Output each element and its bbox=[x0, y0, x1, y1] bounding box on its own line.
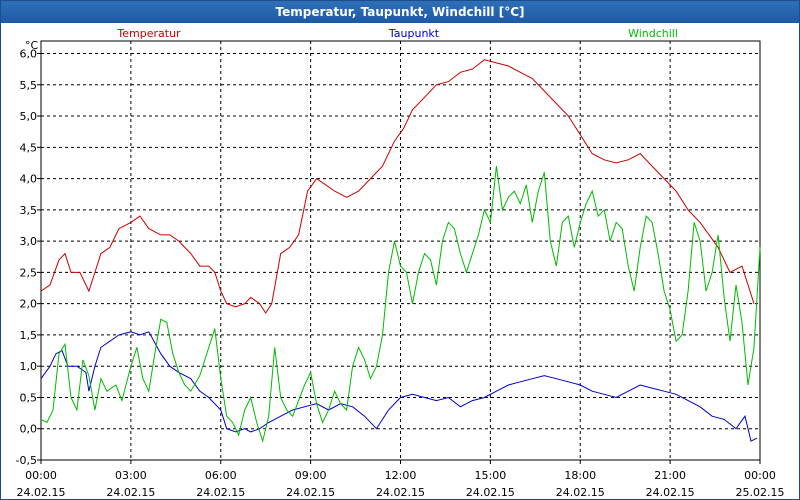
x-tick-date: 24.02.15 bbox=[466, 486, 515, 499]
x-tick-date: 24.02.15 bbox=[286, 486, 335, 499]
axes bbox=[37, 40, 761, 464]
y-tick-label: 2,0 bbox=[20, 298, 38, 311]
x-tick-time: 00:00 bbox=[744, 469, 776, 482]
x-tick-time: 00:00 bbox=[25, 469, 57, 482]
window-title: Temperatur, Taupunkt, Windchill [°C] bbox=[1, 1, 799, 23]
y-tick-labels: -0,5 0,0 0,5 1,0 1,5 2,0 2,5 3,0 3,5 4,0 4,5 5,0 5,5… bbox=[16, 48, 37, 467]
legend-temperatur: Temperatur bbox=[116, 27, 181, 40]
x-tick-date: 24.02.15 bbox=[376, 486, 425, 499]
y-tick-label: 6,0 bbox=[20, 48, 38, 61]
x-tick-date: 24.02.15 bbox=[17, 486, 66, 499]
y-tick-label: 4,0 bbox=[20, 173, 38, 186]
series-line-windchill bbox=[40, 166, 761, 444]
x-tick-time: 15:00 bbox=[475, 469, 507, 482]
x-tick-time: 03:00 bbox=[115, 469, 147, 482]
legend: Temperatur Taupunkt Windchill bbox=[116, 27, 678, 40]
legend-taupunkt: Taupunkt bbox=[388, 27, 440, 40]
x-tick-time: 09:00 bbox=[295, 469, 327, 482]
series-lines bbox=[40, 59, 761, 444]
y-axis-label: °C bbox=[25, 39, 39, 52]
x-tick-date: 24.02.15 bbox=[196, 486, 245, 499]
x-tick-date: 24.02.15 bbox=[646, 486, 695, 499]
y-tick-label: 1,0 bbox=[20, 360, 38, 373]
x-tick-time: 12:00 bbox=[385, 469, 417, 482]
x-tick-labels: 00:00 24.02.15 03:00 24.02.15 06:00 24.02.15 0… bbox=[17, 469, 785, 499]
y-tick-label: 4,5 bbox=[20, 141, 38, 154]
line-chart: -0,5 0,0 0,5 1,0 1,5 2,0 2,5 3,0 3,5 4,0 4,5 5,0 5,5… bbox=[16, 27, 785, 499]
y-tick-label: 5,5 bbox=[20, 79, 38, 92]
y-tick-label: 3,0 bbox=[20, 235, 38, 248]
y-tick-label: -0,5 bbox=[16, 454, 37, 467]
legend-windchill: Windchill bbox=[628, 27, 678, 40]
x-tick-date: 24.02.15 bbox=[106, 486, 155, 499]
x-tick-time: 21:00 bbox=[654, 469, 686, 482]
x-tick-time: 18:00 bbox=[564, 469, 596, 482]
y-tick-label: 3,5 bbox=[20, 204, 38, 217]
y-tick-label: 0,5 bbox=[20, 391, 38, 404]
y-tick-label: 2,5 bbox=[20, 266, 38, 279]
series-line-taupunkt bbox=[40, 331, 758, 442]
x-tick-time: 06:00 bbox=[205, 469, 237, 482]
series-line-temperatur bbox=[40, 59, 755, 314]
x-tick-date: 25.02.15 bbox=[736, 486, 785, 499]
y-tick-label: 5,0 bbox=[20, 110, 38, 123]
y-tick-label: 1,5 bbox=[20, 329, 38, 342]
y-tick-label: 0,0 bbox=[20, 423, 38, 436]
x-tick-date: 24.02.15 bbox=[556, 486, 605, 499]
